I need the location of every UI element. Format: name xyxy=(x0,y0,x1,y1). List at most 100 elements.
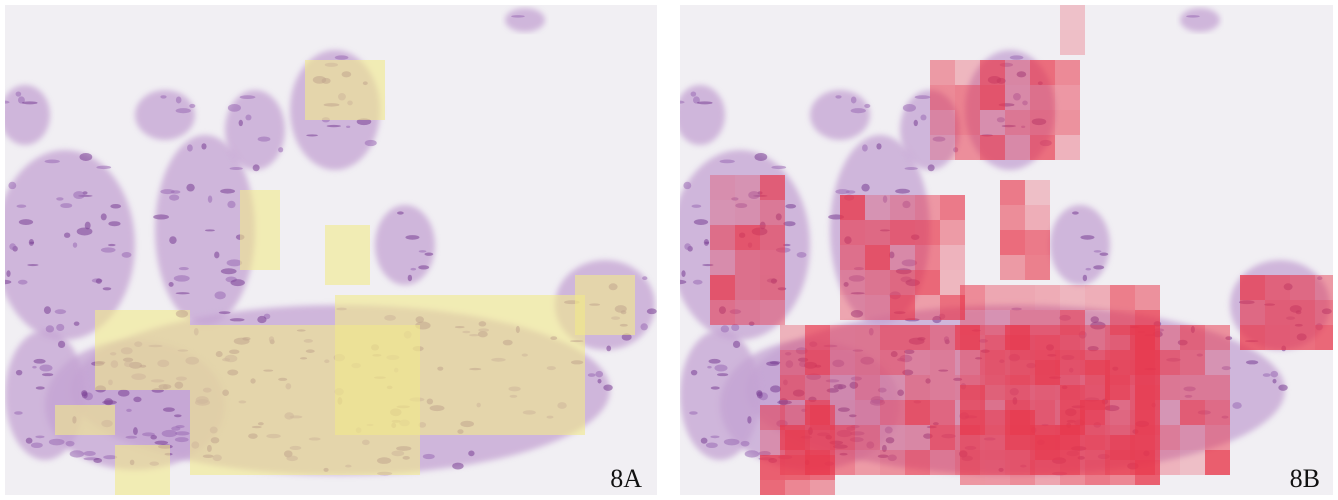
tissue-detail xyxy=(714,365,727,372)
heatmap-tile xyxy=(1265,300,1290,325)
tissue-detail xyxy=(101,247,116,252)
tissue-detail xyxy=(257,316,266,323)
heatmap-tile xyxy=(840,245,865,270)
tissue-detail xyxy=(1093,265,1104,269)
heatmap-tile xyxy=(1035,360,1060,385)
heatmap-tile xyxy=(1025,205,1050,230)
heatmap-tile xyxy=(960,435,985,460)
heatmap-tile xyxy=(1205,375,1230,400)
tissue-detail xyxy=(58,341,65,348)
heatmap-tile xyxy=(735,300,760,325)
tissue-detail xyxy=(711,386,720,389)
heatmap-tile xyxy=(810,455,835,480)
tissue-detail xyxy=(17,205,27,208)
heatmap-tile xyxy=(855,425,880,450)
heatmap-tile xyxy=(1060,460,1085,485)
heatmap-tile xyxy=(1085,460,1110,485)
heatmap-tile xyxy=(1025,180,1050,205)
tissue-detail xyxy=(42,373,53,376)
tissue-detail xyxy=(31,442,43,448)
tissue-detail xyxy=(597,379,601,384)
tissue-detail xyxy=(187,144,193,151)
heatmap-tile xyxy=(880,400,905,425)
heatmap-tile xyxy=(960,410,985,435)
heatmap-tile xyxy=(985,435,1010,460)
heatmap-tile xyxy=(980,135,1005,160)
heatmap-tile xyxy=(865,245,890,270)
tissue-detail xyxy=(153,214,169,219)
heatmap-tile xyxy=(1110,435,1135,460)
heatmap-tile xyxy=(1290,275,1315,300)
heatmap-tile xyxy=(840,220,865,245)
heatmap-tile xyxy=(905,325,930,350)
tissue-detail xyxy=(745,450,759,457)
tissue-detail xyxy=(133,427,138,435)
heatmap-tile xyxy=(1005,60,1030,85)
heatmap-tile xyxy=(1060,285,1085,310)
tissue-detail xyxy=(230,318,245,321)
heatmap-tile xyxy=(1110,460,1135,485)
tissue-detail xyxy=(642,276,647,280)
annotation-region xyxy=(575,275,635,335)
tissue-detail xyxy=(73,242,77,247)
heatmap-tile xyxy=(1180,425,1205,450)
heatmap-tile xyxy=(955,60,980,85)
tissue-detail xyxy=(588,373,596,377)
tissue-detail xyxy=(647,308,657,314)
tissue-detail xyxy=(66,441,75,447)
tissue-detail xyxy=(684,243,691,250)
tissue-detail xyxy=(6,270,10,277)
heatmap-tile xyxy=(710,300,735,325)
tissue-detail xyxy=(176,97,182,104)
tissue-detail xyxy=(49,439,65,446)
heatmap-tile xyxy=(905,425,930,450)
heatmap-tile xyxy=(1205,400,1230,425)
heatmap-tile xyxy=(985,410,1010,435)
tissue-detail xyxy=(1232,402,1241,409)
heatmap-tile xyxy=(760,300,785,325)
panel-label: 8A xyxy=(610,464,642,493)
heatmap-tile xyxy=(760,175,785,200)
heatmap-tile xyxy=(985,335,1010,360)
heatmap-tile xyxy=(1035,435,1060,460)
heatmap-tile xyxy=(805,375,830,400)
tissue-detail xyxy=(1099,252,1108,255)
tissue-detail xyxy=(118,390,130,397)
heatmap-tile xyxy=(985,460,1010,485)
tissue-detail xyxy=(34,359,46,364)
heatmap-tile xyxy=(1010,310,1035,335)
heatmap-tile xyxy=(710,275,735,300)
heatmap-tile xyxy=(710,175,735,200)
tissue-detail xyxy=(851,97,857,104)
heatmap-tile xyxy=(1110,410,1135,435)
heatmap-tile xyxy=(1035,285,1060,310)
tissue-detail xyxy=(862,144,868,151)
tissue-detail xyxy=(64,232,70,237)
heatmap-tile xyxy=(890,295,915,320)
tissue-detail xyxy=(174,275,190,282)
tissue-detail xyxy=(846,190,856,194)
heatmap-tile xyxy=(1055,135,1080,160)
heatmap-tile xyxy=(930,375,955,400)
heatmap-tile xyxy=(960,360,985,385)
heatmap-tile xyxy=(960,460,985,485)
tissue-detail xyxy=(239,120,243,126)
annotation-region xyxy=(95,310,190,390)
tissue-detail xyxy=(227,201,235,208)
tissue-detail xyxy=(733,341,740,348)
tissue-detail xyxy=(706,442,718,448)
heatmap-tile xyxy=(940,245,965,270)
tissue-detail xyxy=(914,120,918,126)
heatmap-tile xyxy=(985,385,1010,410)
tissue-detail xyxy=(928,164,935,171)
tissue-detail xyxy=(60,203,72,208)
heatmap-tile xyxy=(1205,350,1230,375)
tissue-detail xyxy=(18,280,28,285)
tissue-detail xyxy=(35,436,44,439)
tissue-detail xyxy=(189,104,195,108)
tissue-detail xyxy=(452,463,463,470)
heatmap-tile xyxy=(980,85,1005,110)
tissue-detail xyxy=(697,101,713,104)
tissue-detail xyxy=(606,346,611,352)
heatmap-tile xyxy=(830,350,855,375)
